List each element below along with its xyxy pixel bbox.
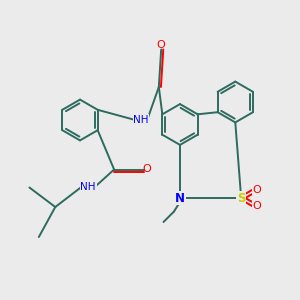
Text: NH: NH — [134, 115, 149, 125]
Text: N: N — [175, 191, 185, 205]
Text: O: O — [143, 164, 152, 175]
Text: NH: NH — [80, 182, 96, 193]
Text: S: S — [237, 191, 245, 205]
Text: O: O — [252, 201, 261, 212]
Text: O: O — [252, 184, 261, 195]
Text: O: O — [157, 40, 166, 50]
